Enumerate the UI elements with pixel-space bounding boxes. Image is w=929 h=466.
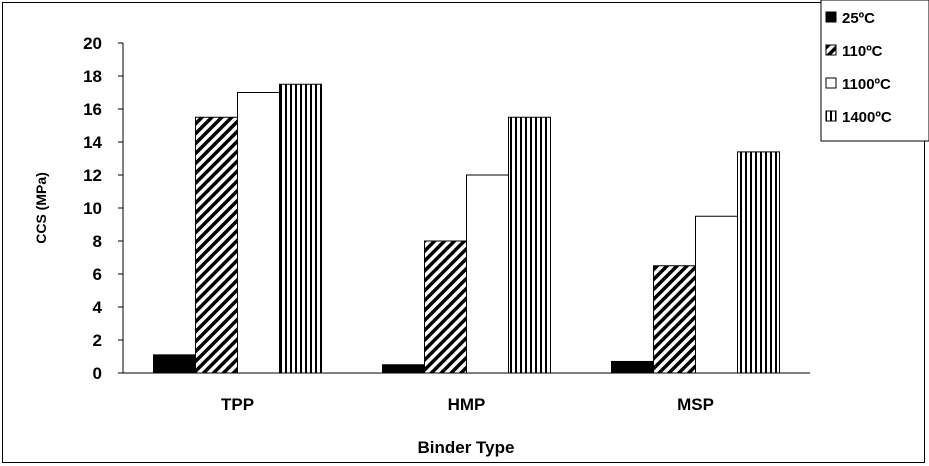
bar-msp-3 [737,151,780,374]
y-tick-label: 4 [93,298,103,317]
y-tick-label: 14 [83,133,102,152]
bar-msp-0 [611,360,654,374]
bar-msp-2 [695,215,738,374]
y-tick-label: 18 [83,67,102,86]
legend-label: 1400ºC [842,109,892,126]
y-tick-label: 8 [93,232,102,251]
legend-swatch [825,44,837,56]
bar-hmp-2 [466,174,509,374]
bar-tpp-3 [279,83,322,374]
legend-label: 110ºC [842,43,883,60]
bar-msp-1 [653,265,696,374]
y-tick-label: 20 [83,34,102,53]
bar-tpp-1 [195,116,238,374]
x-tick-label: TPP [221,395,254,414]
legend-label: 25ºC [842,10,875,27]
bar-hmp-0 [382,364,425,374]
y-tick-label: 2 [93,331,102,350]
y-tick-label: 0 [93,364,102,383]
bar-tpp-0 [153,354,196,374]
x-tick-label: HMP [448,395,486,414]
y-tick-label: 12 [83,166,102,185]
bars [153,83,780,374]
y-tick-label: 6 [93,265,102,284]
x-tick-labels: TPP HMP MSP [221,395,714,414]
legend-swatch [825,110,837,122]
bar-hmp-1 [424,240,467,374]
x-axis-label: Binder Type [418,438,515,457]
legend-swatch [825,11,837,23]
bar-hmp-3 [508,116,551,374]
x-tick-label: MSP [677,395,714,414]
y-ticks: 0 2 4 6 8 10 12 14 16 18 20 [83,34,123,383]
y-axis-label: CCS (MPa) [33,172,49,244]
legend-swatch [825,77,837,89]
legend-label: 1100ºC [842,76,891,93]
legend-box [820,0,929,142]
y-tick-label: 10 [83,199,102,218]
y-tick-label: 16 [83,100,102,119]
bar-tpp-2 [237,92,280,374]
legend: 25ºC 110ºC 1100ºC 1400ºC [820,0,929,142]
